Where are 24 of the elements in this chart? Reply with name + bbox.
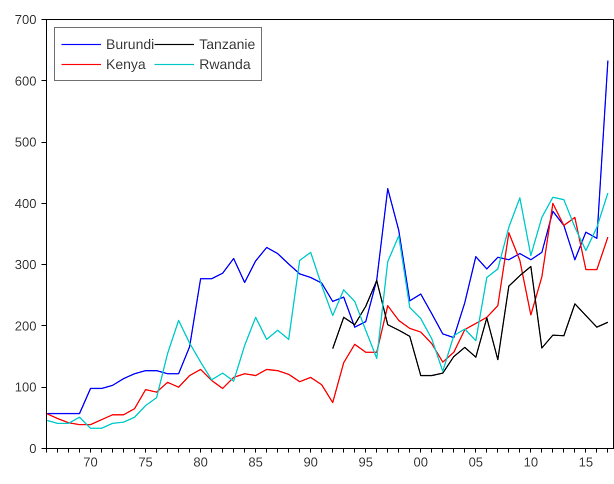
y-tick-label: 300: [14, 257, 37, 272]
line-series: [332, 266, 609, 376]
x-tick-label: 85: [248, 454, 263, 470]
x-tick-label: 95: [358, 454, 373, 470]
x-tick-label: 10: [524, 454, 538, 470]
legend-label: Rwanda: [199, 56, 251, 72]
x-tick-label: 80: [193, 454, 208, 470]
y-tick-label: 700: [14, 12, 37, 27]
y-tick-label: 400: [14, 196, 37, 211]
x-tick-label: 75: [138, 454, 153, 470]
x-tick-label: 70: [83, 454, 98, 470]
x-tick-label: 15: [578, 454, 594, 470]
legend-label: Kenya: [106, 56, 146, 72]
legend-label: Burundi: [106, 36, 154, 52]
x-tick-label: 00: [414, 454, 428, 470]
x-tick-label: 05: [468, 454, 484, 470]
legend-label: Tanzanie: [199, 36, 256, 52]
y-tick-label: 100: [14, 380, 37, 395]
x-tick-label: 90: [303, 454, 318, 470]
y-tick-label: 0: [29, 441, 37, 456]
y-tick-label: 600: [14, 73, 37, 88]
y-tick-label: 500: [14, 134, 37, 150]
y-tick-label: 200: [14, 318, 37, 334]
line-series: [46, 60, 609, 414]
